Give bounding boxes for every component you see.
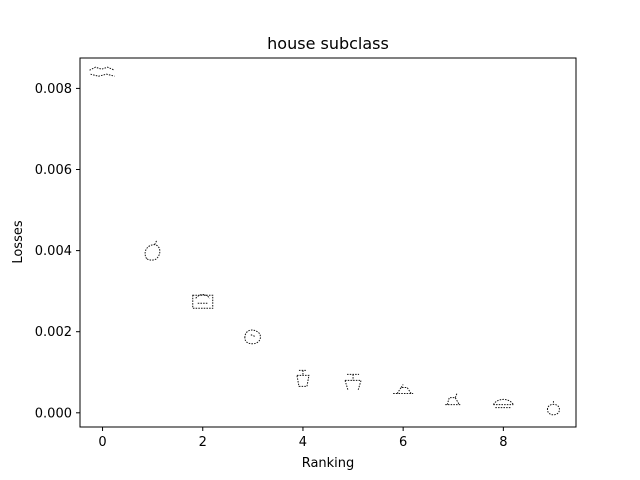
data-point bbox=[89, 59, 118, 82]
x-tick-label: 2 bbox=[199, 435, 207, 450]
data-point bbox=[144, 240, 161, 261]
data-point bbox=[244, 329, 261, 345]
data-point bbox=[492, 398, 514, 409]
points-layer bbox=[89, 59, 560, 416]
y-tick-label: 0.004 bbox=[35, 244, 72, 259]
y-axis: 0.000 0.002 0.004 0.006 0.008 bbox=[35, 82, 80, 421]
y-tick-label: 0.000 bbox=[35, 406, 72, 421]
y-axis-title: Losses bbox=[11, 220, 26, 264]
x-tick-label: 0 bbox=[98, 435, 106, 450]
data-point bbox=[296, 369, 310, 387]
x-axis: 0 2 4 6 8 bbox=[98, 427, 507, 450]
chart-title: house subclass bbox=[267, 34, 389, 53]
y-tick-label: 0.002 bbox=[35, 325, 72, 340]
y-tick-label: 0.006 bbox=[35, 163, 72, 178]
data-point bbox=[445, 392, 462, 406]
data-point bbox=[192, 294, 214, 309]
data-point bbox=[344, 373, 362, 391]
data-point bbox=[546, 400, 560, 416]
x-tick-label: 4 bbox=[299, 435, 307, 450]
x-axis-title: Ranking bbox=[302, 456, 355, 471]
x-tick-label: 6 bbox=[399, 435, 407, 450]
plot-frame bbox=[79, 57, 577, 428]
y-tick-label: 0.008 bbox=[35, 82, 72, 97]
data-point bbox=[393, 384, 414, 395]
x-tick-label: 8 bbox=[499, 435, 507, 450]
